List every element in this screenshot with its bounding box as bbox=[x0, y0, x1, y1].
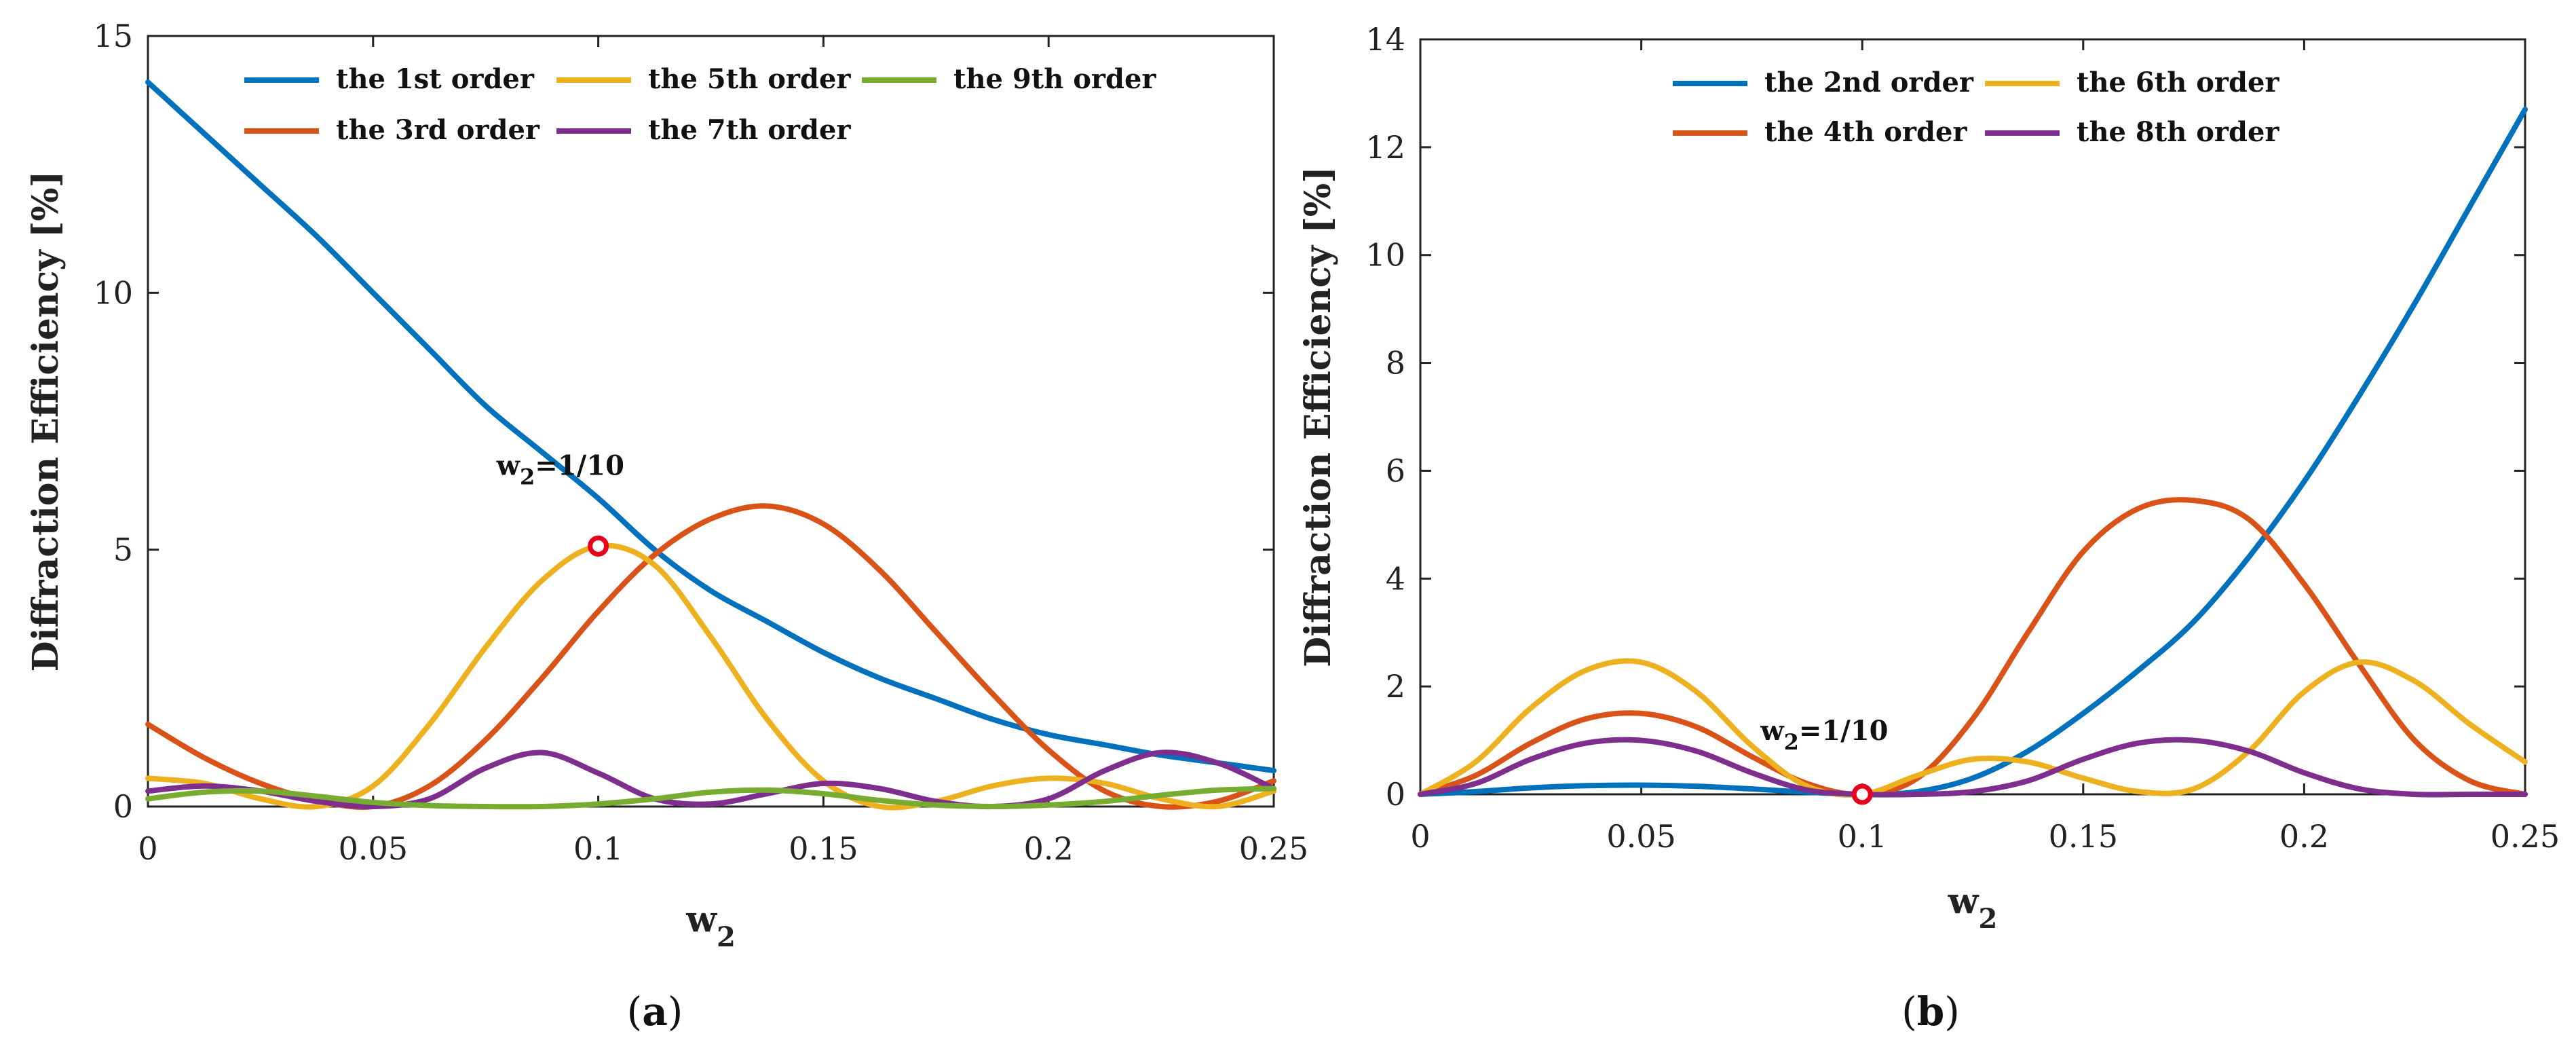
x-tick-label: 0.1 bbox=[1838, 818, 1887, 855]
legend-label: the 1st order bbox=[336, 63, 535, 95]
y-tick-label: 4 bbox=[1386, 560, 1405, 597]
x-tick-label: 0.05 bbox=[1606, 818, 1675, 855]
y-tick-label: 10 bbox=[93, 274, 133, 311]
y-tick-label: 14 bbox=[1365, 21, 1405, 58]
y-tick-label: 2 bbox=[1386, 668, 1405, 705]
series-line-the-7th-order bbox=[145, 749, 1276, 810]
x-tick-label: 0.2 bbox=[2279, 818, 2329, 855]
legend-label: the 5th order bbox=[648, 63, 851, 95]
x-axis-label: w2 bbox=[685, 899, 736, 953]
legend-label: the 2nd order bbox=[1764, 67, 1974, 98]
plot-frame bbox=[1419, 38, 2526, 796]
y-tick-label: 12 bbox=[1365, 129, 1405, 166]
y-axis-label: Diffraction Efficiency [%] bbox=[25, 171, 67, 672]
series-line-the-2nd-order bbox=[1418, 107, 2528, 798]
x-tick-label: 0.2 bbox=[1024, 830, 1074, 867]
y-tick-label: 8 bbox=[1386, 345, 1405, 382]
y-tick-label: 0 bbox=[113, 788, 133, 825]
legend-label: the 9th order bbox=[953, 63, 1156, 95]
x-tick-label: 0.05 bbox=[339, 830, 408, 867]
series-line-the-1st-order bbox=[145, 79, 1276, 774]
legend-label: the 6th order bbox=[2077, 67, 2279, 98]
y-tick-label: 0 bbox=[1386, 776, 1405, 813]
annotation-marker bbox=[1851, 783, 1873, 805]
chart-panel-a: 0 0.05 0.1 0.15 0.2 0.25 0 5 10 15 w2=1/10 the 1st … bbox=[25, 18, 1308, 1035]
annotation-label: w2=1/10 bbox=[1760, 715, 1888, 755]
x-tick-label: 0.15 bbox=[789, 830, 858, 867]
annotation-marker bbox=[588, 535, 609, 557]
legend: the 2nd order the 6th order the 4th order t… bbox=[1673, 67, 2279, 148]
y-axis-label: Diffraction Efficiency [%] bbox=[1298, 166, 1339, 667]
series-line-the-4th-order bbox=[1418, 497, 2528, 798]
x-tick-label: 0 bbox=[1410, 818, 1430, 855]
series-line-the-3rd-order bbox=[145, 503, 1276, 810]
series-line-the-9th-order bbox=[145, 785, 1276, 810]
x-axis-label: w2 bbox=[1948, 881, 1998, 935]
x-tick-label: 0.25 bbox=[1239, 830, 1308, 867]
y-tick-label: 15 bbox=[93, 18, 133, 54]
y-tick-label: 5 bbox=[113, 532, 133, 568]
series-line-the-6th-order bbox=[1418, 658, 2528, 798]
panel-label: (a) bbox=[627, 988, 683, 1035]
legend-label: the 3rd order bbox=[336, 114, 540, 146]
plot-frame bbox=[147, 35, 1275, 808]
annotation-label: w2=1/10 bbox=[496, 449, 624, 489]
legend-label: the 4th order bbox=[1764, 116, 1967, 148]
series-line-the-8th-order bbox=[1418, 737, 2528, 798]
legend-label: the 7th order bbox=[648, 114, 851, 146]
x-tick-label: 0 bbox=[138, 830, 157, 867]
panel-label: (b) bbox=[1901, 988, 1960, 1035]
y-tick-label: 6 bbox=[1386, 452, 1405, 489]
x-tick-label: 0.15 bbox=[2049, 818, 2118, 855]
x-tick-label: 0.25 bbox=[2490, 818, 2560, 855]
legend-label: the 8th order bbox=[2077, 116, 2279, 148]
chart-panel-b: 0 0.05 0.1 0.15 0.2 0.25 0 2 4 6 8 10 12 14 w2=1/10 the… bbox=[1298, 21, 2560, 1035]
y-tick-label: 10 bbox=[1365, 237, 1405, 274]
legend: the 1st order the 5th order the 9th order t… bbox=[244, 63, 1156, 146]
x-tick-label: 0.1 bbox=[573, 830, 623, 867]
